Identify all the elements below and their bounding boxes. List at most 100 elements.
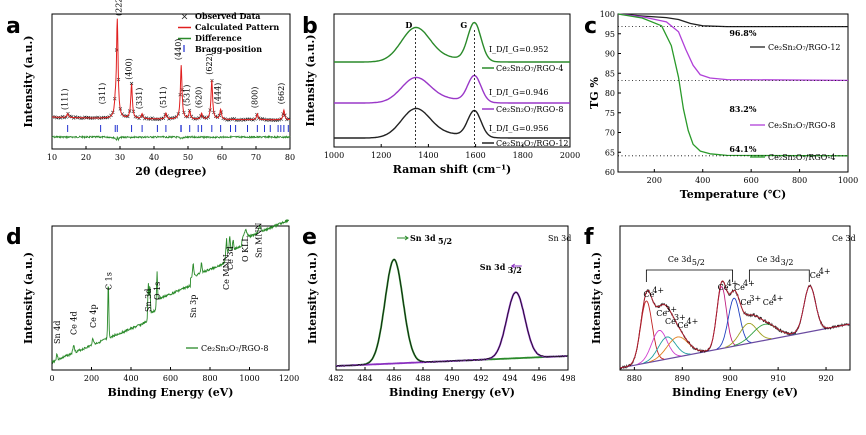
hkl-label: (440) (174, 39, 183, 61)
panel-label-f: f (584, 225, 594, 250)
panel-d-xtick-label: 1200 (279, 374, 299, 383)
observed-point (126, 114, 130, 119)
series-legend-label: Ce₂Sn₂O₇/RGO-8 (768, 121, 835, 130)
id-ig-ratio-label: I_D/I_G=0.946 (489, 88, 548, 97)
series-legend-label: Ce₂Sn₂O₇/RGO-12 (768, 43, 841, 52)
panel-d-xlabel: Binding Energy (eV) (108, 386, 234, 399)
panel-a-xtick-label: 30 (115, 153, 125, 162)
legend-marker (181, 13, 188, 20)
tg-series-line (617, 13, 848, 28)
panel-f-xtick-label: 920 (818, 374, 833, 383)
panel-a-xtick-label: 80 (285, 153, 295, 162)
group-bracket (748, 269, 810, 282)
panel-a-xtick-label: 10 (47, 153, 57, 162)
ce-component-line (725, 322, 772, 348)
panel-e-xlabel: Binding Energy (eV) (389, 386, 515, 399)
panel-e-ylabel: Intensity (a.u.) (306, 252, 319, 344)
raman-series-line (334, 21, 570, 63)
peak-arrow-head (510, 263, 516, 269)
panel-f-xlabel: Binding Energy (eV) (672, 386, 798, 399)
panel-f-title: Ce 3d (832, 234, 856, 243)
panel-c-ytick-label: 90 (605, 50, 615, 59)
component-label: Ce (810, 271, 821, 280)
xps-peak-label: O 1s (153, 282, 162, 300)
legend-entry: Bragg-position (195, 44, 262, 54)
panel-b-xlabel: Raman shift (cm⁻¹) (393, 163, 512, 176)
panel-a-xtick-label: 60 (217, 153, 227, 162)
panel-a: (111) (311) (222) (400)(331) (511) (440) (531)… (22, 0, 295, 178)
panel-f-frame (619, 225, 851, 371)
panel-c-xlabel: Temperature (℃) (680, 188, 786, 201)
hkl-label: (400) (125, 58, 134, 80)
series-legend-label: Ce₂Sn₂O₇/RGO-4 (496, 64, 563, 73)
hkl-label: (800) (250, 87, 259, 109)
panel-e-xtick-label: 492 (473, 374, 488, 383)
peak-label: Sn 3d (480, 262, 506, 272)
panel-c-ytick-label: 70 (605, 129, 615, 138)
xps-survey-line (51, 218, 290, 365)
observed-point (64, 115, 68, 119)
panel-label-d: d (6, 225, 22, 250)
tg-series-line (617, 13, 849, 82)
panel-d-xtick-label: 0 (49, 374, 54, 383)
component-label-superscript: 4+ (772, 294, 784, 303)
xps-peak-label: Sn MNN (254, 223, 263, 258)
panel-label-c: c (584, 14, 597, 39)
hkl-label: (622) (205, 53, 214, 75)
panel-a-xtick-label: 70 (251, 153, 261, 162)
id-ig-ratio-label: I_D/I_G=0.952 (489, 45, 548, 54)
panel-b-frame (333, 13, 571, 148)
panel-b-ylabel: Intensity (a.u.) (304, 34, 317, 126)
xps-peak-label: Ce 4d (70, 311, 79, 335)
ce-3d-envelope-line (619, 280, 850, 369)
series-legend-label: Ce₂Sn₂O₇/RGO-4 (768, 153, 835, 162)
group-label: Ce 3d (668, 255, 692, 264)
hkl-label: (511) (159, 87, 168, 109)
panel-c-ytick-label: 100 (600, 10, 615, 19)
component-label: Ce (656, 309, 667, 318)
peak-label: Sn 3d (410, 233, 436, 243)
xps-peak-label: Ce 3d (226, 246, 235, 270)
panel-c-xtick-label: 800 (792, 176, 807, 185)
final-mass-label: 83.2% (729, 104, 756, 114)
component-label: Ce (740, 298, 751, 307)
panel-c-ytick-label: 85 (605, 69, 615, 78)
sn-3d52-fit-line (336, 258, 568, 367)
panel-a-xtick-label: 40 (149, 153, 159, 162)
band-label-d: D (405, 20, 412, 30)
final-mass-label: 96.8% (729, 28, 756, 38)
group-label-subscript: 3/2 (781, 258, 794, 267)
group-bracket (645, 269, 734, 282)
component-label-superscript: 3+ (674, 313, 686, 322)
sn-3d-data-line (335, 258, 568, 367)
panel-a-frame (51, 13, 291, 150)
panel-a-xtick-label: 20 (81, 153, 91, 162)
ce-component-line (706, 286, 737, 352)
xps-peak-label: C 1s (104, 272, 113, 290)
calculated-pattern-line (52, 18, 291, 121)
peak-label-subscript: 5/2 (438, 236, 452, 246)
panel-e-xtick-label: 486 (386, 374, 401, 383)
component-label-superscript: 4+ (727, 279, 739, 288)
panel-f-xtick-label: 900 (723, 374, 738, 383)
legend-entry: Calculated Pattern (195, 22, 279, 32)
panel-a-ylabel: Intensity (a.u.) (22, 35, 35, 127)
hkl-label: (620) (195, 87, 204, 109)
panel-e-xtick-label: 482 (328, 374, 343, 383)
component-label: Ce (718, 283, 729, 292)
legend-entry: Observed Data (195, 11, 261, 21)
panel-b-xtick-label: 2000 (560, 151, 580, 160)
panel-e-xtick-label: 490 (444, 374, 459, 383)
component-label-superscript: 4+ (652, 286, 664, 295)
final-mass-label: 64.1% (729, 144, 756, 154)
panel-c-xtick-label: 600 (744, 176, 759, 185)
panel-b: D G I_D/I_G=0.952 Ce₂Sn₂O₇/RGO-4 I_D/I_G=0.9… (304, 13, 580, 176)
group-label: Ce 3d (757, 255, 781, 264)
xps-peak-label: Ce MNN (222, 254, 231, 290)
series-legend-label: Ce₂Sn₂O₇/RGO-12 (496, 139, 569, 148)
difference-line (51, 134, 291, 142)
